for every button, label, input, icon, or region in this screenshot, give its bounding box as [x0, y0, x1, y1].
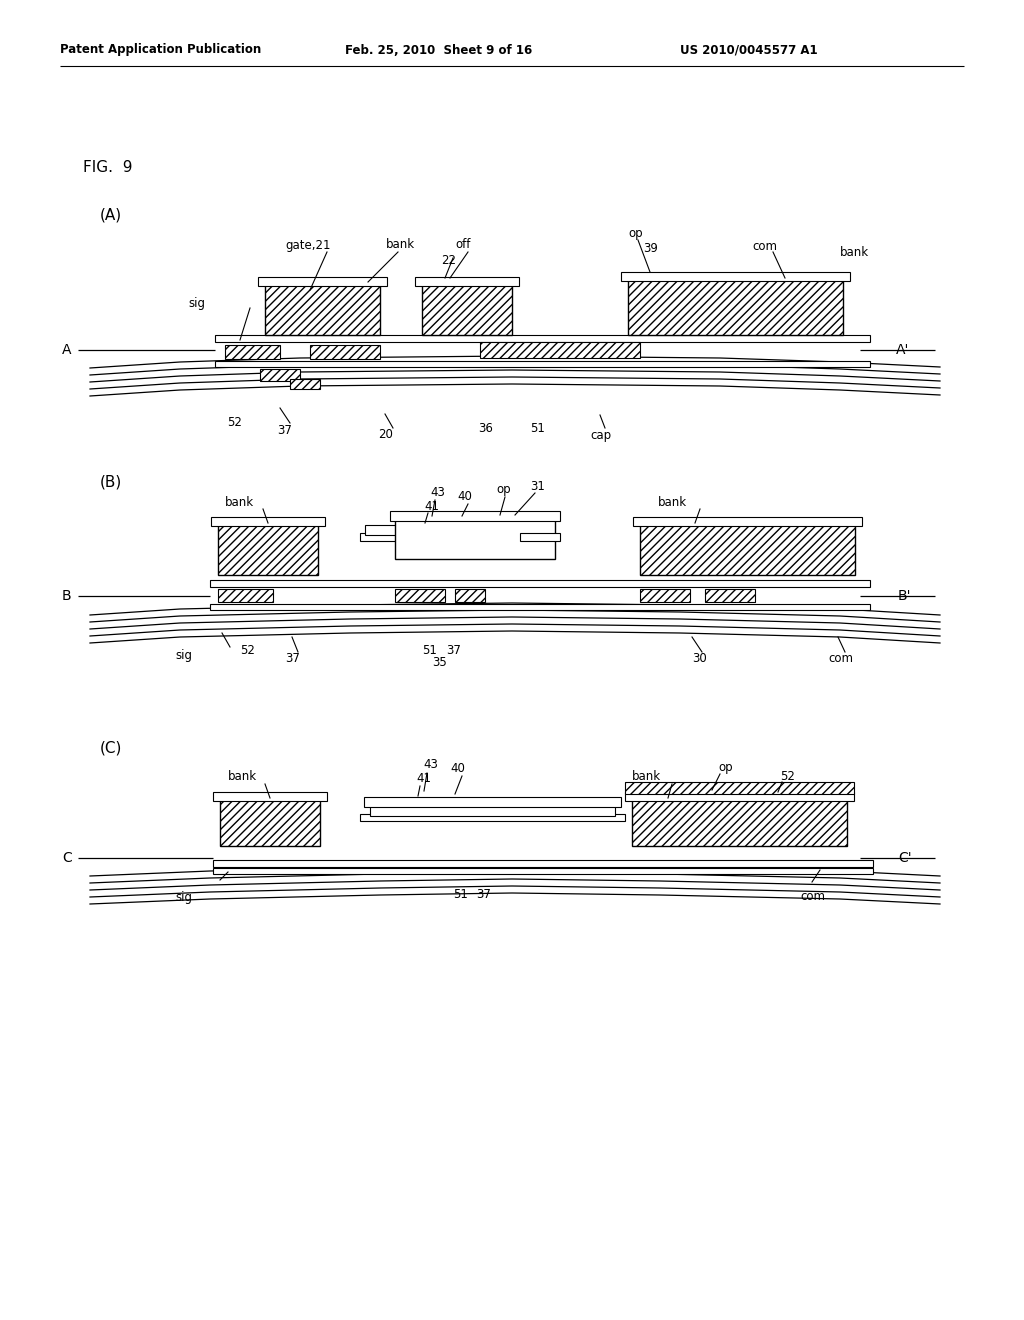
Bar [290, 379, 319, 389]
Bar [218, 589, 273, 602]
Text: C: C [62, 851, 72, 865]
Text: 43: 43 [430, 487, 444, 499]
Text: 37: 37 [285, 652, 300, 664]
Bar [520, 533, 560, 541]
Bar [310, 345, 380, 359]
Text: 37: 37 [476, 887, 490, 900]
Bar [215, 335, 870, 342]
Text: 51: 51 [422, 644, 437, 656]
Bar [260, 370, 300, 381]
Text: gate,21: gate,21 [285, 239, 331, 252]
Text: B': B' [898, 589, 911, 603]
Bar [625, 792, 854, 801]
Bar [370, 805, 615, 816]
Text: bank: bank [658, 495, 687, 508]
Bar [220, 800, 319, 846]
Bar [640, 589, 690, 602]
Bar [258, 277, 387, 286]
Text: off: off [455, 239, 470, 252]
Text: (A): (A) [100, 207, 122, 223]
Text: 43: 43 [423, 759, 438, 771]
Text: op: op [628, 227, 643, 239]
Text: 41: 41 [416, 772, 431, 785]
Text: 51: 51 [453, 887, 468, 900]
Bar [211, 517, 325, 525]
Text: (C): (C) [100, 741, 123, 755]
Text: bank: bank [632, 771, 662, 784]
Text: sig: sig [188, 297, 205, 310]
Bar [364, 797, 621, 807]
Text: com: com [752, 240, 777, 253]
Text: 52: 52 [780, 770, 795, 783]
Text: 36: 36 [478, 421, 493, 434]
Text: 51: 51 [530, 421, 545, 434]
Text: bank: bank [386, 239, 415, 252]
Bar [210, 579, 870, 587]
Bar [632, 800, 847, 846]
Bar [265, 285, 380, 335]
Text: bank: bank [228, 771, 257, 784]
Bar [640, 525, 855, 576]
Text: com: com [828, 652, 853, 665]
Text: 52: 52 [227, 417, 242, 429]
Text: B: B [62, 589, 72, 603]
Text: FIG.  9: FIG. 9 [83, 160, 132, 174]
Bar [480, 342, 640, 358]
Text: Patent Application Publication: Patent Application Publication [60, 44, 261, 57]
Bar [390, 511, 560, 521]
Bar [210, 605, 870, 610]
Bar [225, 345, 280, 359]
Text: Feb. 25, 2010  Sheet 9 of 16: Feb. 25, 2010 Sheet 9 of 16 [345, 44, 532, 57]
Text: 30: 30 [692, 652, 707, 665]
Text: bank: bank [840, 246, 869, 259]
Text: cap: cap [590, 429, 611, 441]
Bar [628, 280, 843, 335]
Text: sig: sig [175, 648, 193, 661]
Bar [625, 781, 854, 795]
Text: 40: 40 [450, 762, 465, 775]
Bar [455, 589, 485, 602]
Text: op: op [496, 483, 511, 496]
Text: 52: 52 [240, 644, 255, 656]
Bar [360, 814, 625, 821]
Bar [365, 525, 430, 535]
Text: op: op [718, 760, 732, 774]
Text: com: com [800, 890, 825, 903]
Text: US 2010/0045577 A1: US 2010/0045577 A1 [680, 44, 817, 57]
Text: A': A' [896, 343, 909, 356]
Bar [213, 861, 873, 867]
Text: 37: 37 [278, 424, 292, 437]
Text: 41: 41 [424, 499, 439, 512]
Bar [633, 517, 862, 525]
Text: C': C' [898, 851, 911, 865]
Bar [213, 869, 873, 874]
Text: 35: 35 [432, 656, 446, 669]
Bar [360, 533, 435, 541]
Text: (B): (B) [100, 474, 122, 490]
Bar [422, 285, 512, 335]
Bar [621, 272, 850, 281]
Text: 22: 22 [441, 255, 456, 268]
Bar [705, 589, 755, 602]
Bar [415, 277, 519, 286]
Text: 37: 37 [446, 644, 461, 656]
Bar [395, 519, 555, 558]
Text: 20: 20 [378, 429, 393, 441]
Text: bank: bank [225, 495, 254, 508]
Text: 39: 39 [643, 242, 657, 255]
Bar [215, 360, 870, 367]
Text: A: A [62, 343, 72, 356]
Bar [218, 525, 318, 576]
Text: 31: 31 [530, 480, 545, 494]
Text: sig: sig [175, 891, 193, 904]
Bar [395, 589, 445, 602]
Bar [213, 792, 327, 801]
Text: 40: 40 [457, 491, 472, 503]
